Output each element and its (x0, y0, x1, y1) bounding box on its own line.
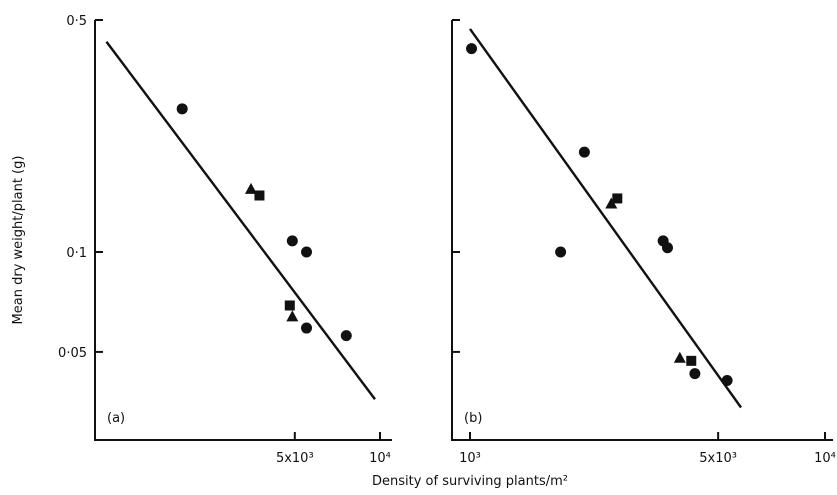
regression-line (469, 28, 742, 409)
data-point-circle (466, 43, 478, 55)
data-point-square (612, 193, 623, 204)
data-point-circle (301, 246, 313, 258)
data-point-circle (555, 246, 567, 258)
data-point-circle (721, 375, 733, 387)
x-tick-label: 10⁴ (814, 451, 836, 466)
panel-label: (b) (464, 411, 482, 426)
data-point-square (284, 300, 295, 311)
panel-a: 0·5 0·1 0·05 5x10³ 10⁴ (a) (58, 14, 392, 466)
regression-line (105, 41, 376, 400)
data-point-circle (286, 235, 298, 247)
axis-frame (94, 20, 392, 441)
x-tick-label: 5x10³ (276, 451, 314, 466)
data-point-triangle (244, 182, 257, 194)
x-tick-label: 10³ (459, 451, 481, 466)
data-point-triangle (673, 351, 686, 363)
y-tick-label: 0·5 (66, 14, 87, 29)
panel-label: (a) (107, 411, 125, 426)
data-point-circle (578, 146, 590, 158)
data-point-circle (689, 368, 701, 380)
y-axis-label: Mean dry weight/plant (g) (11, 156, 26, 325)
data-point-circle (340, 330, 352, 342)
data-point-square (254, 190, 265, 201)
y-tick-label: 0·1 (66, 246, 87, 261)
data-point-circle (176, 103, 188, 115)
x-tick-label: 5x10³ (699, 451, 737, 466)
data-point-triangle (286, 310, 299, 322)
data-point-square (686, 355, 697, 366)
data-point-circle (661, 242, 673, 254)
y-tick-label: 0·05 (58, 346, 87, 361)
data-point-triangle (605, 197, 618, 209)
data-point-circle (301, 322, 313, 334)
panel-b: 10³ 5x10³ 10⁴ (b) (451, 19, 836, 466)
x-axis-label: Density of surviving plants/m² (372, 474, 568, 489)
axis-frame (451, 20, 833, 441)
x-tick-label: 10⁴ (369, 451, 391, 466)
